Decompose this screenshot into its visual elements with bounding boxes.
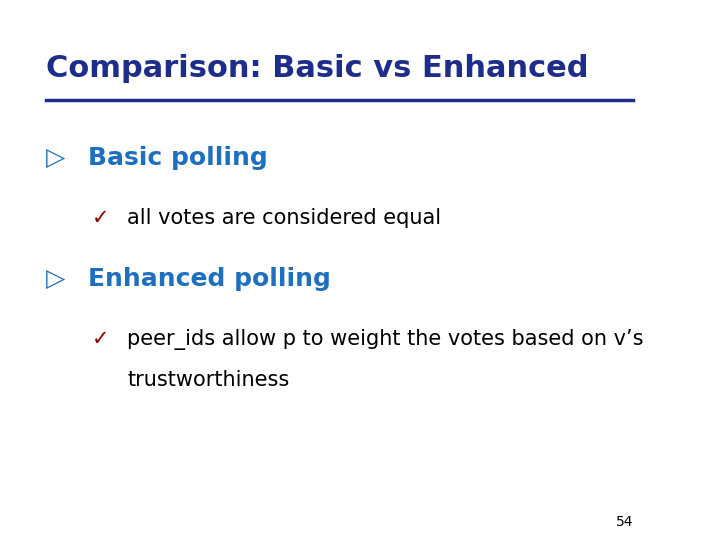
Text: 54: 54 bbox=[616, 515, 633, 529]
Text: ✓: ✓ bbox=[91, 329, 109, 349]
Text: ✓: ✓ bbox=[91, 208, 109, 228]
Text: Enhanced polling: Enhanced polling bbox=[88, 267, 331, 291]
Text: peer_ids allow p to weight the votes based on v’s: peer_ids allow p to weight the votes bas… bbox=[127, 329, 644, 350]
Text: all votes are considered equal: all votes are considered equal bbox=[127, 208, 441, 228]
Text: Comparison: Basic vs Enhanced: Comparison: Basic vs Enhanced bbox=[45, 54, 588, 83]
Text: ▷: ▷ bbox=[45, 267, 65, 291]
Text: trustworthiness: trustworthiness bbox=[127, 370, 289, 390]
Text: ▷: ▷ bbox=[45, 146, 65, 170]
Text: Basic polling: Basic polling bbox=[88, 146, 268, 170]
